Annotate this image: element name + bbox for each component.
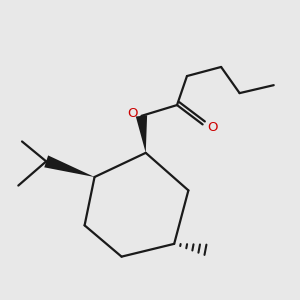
Text: O: O [207,121,218,134]
Polygon shape [44,155,94,177]
Polygon shape [136,115,147,153]
Text: O: O [127,106,138,119]
